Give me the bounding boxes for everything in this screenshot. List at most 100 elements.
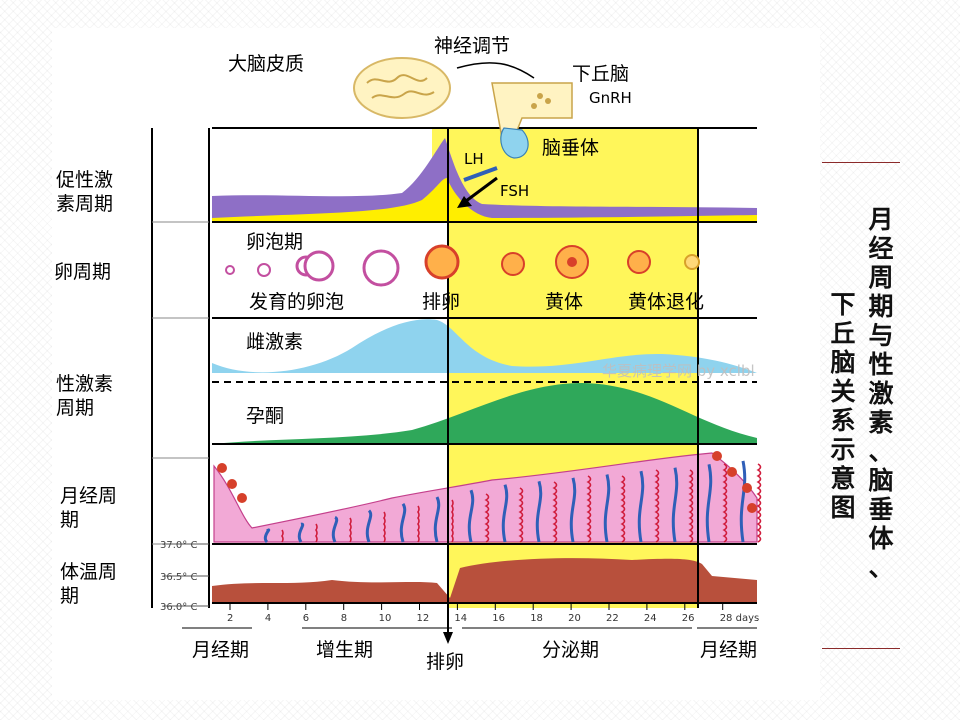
side-title-col2: 下丘脑关系示意图	[830, 290, 856, 522]
shed-fragment	[712, 451, 722, 461]
day-label: 26	[682, 613, 695, 624]
row-label-sex-hormone-2: 周期	[56, 397, 94, 419]
shed-fragment	[237, 493, 247, 503]
row-label-gonadotropin-1: 促性激	[56, 169, 113, 191]
gland	[756, 463, 762, 543]
progesterone-label: 孕酮	[246, 405, 284, 427]
artery	[467, 489, 475, 543]
ovulation-arrow-head	[443, 632, 453, 644]
artery	[263, 528, 271, 544]
day-label: 24	[644, 613, 657, 624]
follicle-sequence	[225, 244, 700, 287]
day-label: 8	[341, 613, 347, 624]
row-label-gonadotropin: 促性激 素周期	[56, 169, 119, 215]
estrogen-curve	[212, 319, 757, 373]
artery	[569, 477, 577, 543]
shed-fragment	[727, 467, 737, 477]
artery	[331, 516, 339, 543]
artery	[365, 509, 373, 543]
cycle-diagram: 大脑皮质 神经调节 下丘脑 GnRH 脑垂体 LH FSH 卵泡期 发育的卵泡 …	[52, 28, 820, 700]
temperature-axis	[164, 543, 209, 607]
brain-icon	[353, 57, 451, 119]
artery	[535, 480, 543, 543]
ovulation-label: 排卵	[422, 291, 460, 313]
shed-fragment	[742, 483, 752, 493]
artery	[501, 484, 509, 543]
artery	[297, 522, 305, 543]
shed-fragment	[217, 463, 227, 473]
shedding-debris	[217, 451, 757, 513]
accent-rule-bottom	[822, 648, 900, 649]
progesterone-curve	[212, 383, 757, 444]
panel-frame	[151, 127, 757, 636]
phase-menstrual-2: 月经期	[700, 639, 757, 661]
day-label: 6	[303, 613, 309, 624]
fsh-label: FSH	[500, 182, 529, 200]
gland	[281, 529, 284, 543]
gland	[484, 493, 490, 543]
artery	[705, 463, 713, 543]
gnrh-label: GnRH	[589, 89, 632, 107]
temp-tick-3: 36.0° C	[160, 602, 197, 613]
gland	[552, 481, 558, 543]
temperature-curve	[212, 558, 757, 603]
day-label: 16	[492, 613, 505, 624]
artery	[739, 460, 747, 543]
uterine-glands	[281, 463, 762, 543]
developing-follicle-label: 发育的卵泡	[249, 291, 344, 313]
day-label: 4	[265, 613, 271, 624]
luteal-regression-label: 黄体退化	[628, 291, 704, 313]
spiral-arteries	[263, 460, 747, 544]
artery	[433, 496, 441, 543]
estrogen-label: 雌激素	[246, 331, 303, 353]
day-axis	[182, 603, 757, 629]
gland	[349, 517, 352, 543]
row-label-temperature-1: 体温周	[60, 561, 117, 583]
artery	[671, 467, 679, 543]
follicular-phase-label: 卵泡期	[246, 231, 303, 253]
row-label-gonadotropin-2: 素周期	[56, 193, 113, 215]
day-label: 14	[454, 613, 467, 624]
fsh-arrow	[461, 176, 498, 206]
gland	[417, 505, 420, 543]
endometrium	[213, 452, 758, 543]
phase-ovulation: 排卵	[426, 651, 464, 673]
temp-tick-2: 36.5° C	[160, 572, 197, 583]
gland	[654, 469, 660, 543]
fsh-arrow-head	[457, 196, 472, 208]
row-separators	[152, 221, 209, 545]
day-label: 28 days	[720, 613, 760, 624]
day-label: 12	[417, 613, 430, 624]
phase-proliferative: 增生期	[316, 639, 373, 661]
brain-cortex-label: 大脑皮质	[228, 53, 304, 75]
hypothalamus-label: 下丘脑	[572, 63, 629, 85]
pituitary-icon	[500, 127, 529, 159]
lh-curve	[212, 138, 757, 222]
row-label-menstrual-1: 月经周	[60, 485, 117, 507]
day-label: 2	[227, 613, 233, 624]
artery	[399, 502, 407, 543]
fsh-curve	[212, 178, 757, 222]
row-label-sex-hormone-1: 性激素	[56, 373, 113, 395]
gland	[620, 475, 626, 543]
neural-regulation-label: 神经调节	[434, 35, 510, 57]
shed-fragment	[227, 479, 237, 489]
watermark: 华夏病理学网 by xclbl	[602, 362, 755, 380]
day-label: 20	[568, 613, 581, 624]
artery	[603, 474, 611, 543]
corpus-luteum-label: 黄体	[545, 291, 583, 313]
pituitary-label: 脑垂体	[542, 137, 599, 159]
gland	[586, 475, 592, 543]
shed-fragment	[747, 503, 757, 513]
row-label-menstrual-2: 期	[60, 509, 79, 531]
day-label: 22	[606, 613, 619, 624]
temp-tick-1: 37.0° C	[160, 540, 197, 551]
lh-label: LH	[464, 150, 484, 168]
row-label-ovarian: 卵周期	[54, 261, 111, 283]
phase-menstrual-1: 月经期	[192, 639, 249, 661]
neural-arrow	[456, 62, 535, 79]
gland	[383, 511, 386, 543]
day-label: 18	[530, 613, 543, 624]
day-label: 10	[379, 613, 392, 624]
gland	[688, 469, 694, 543]
